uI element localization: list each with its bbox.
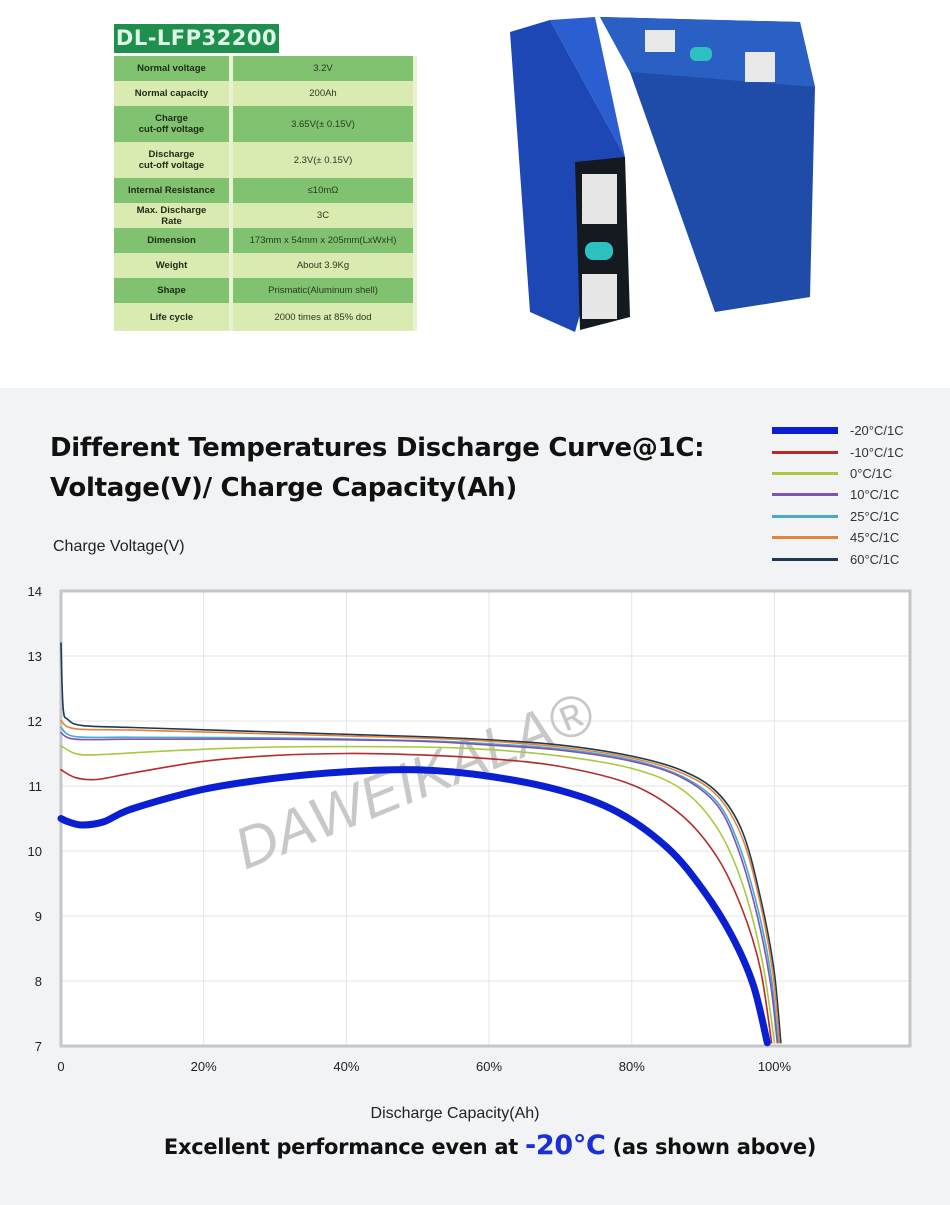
- spec-label: Charge cut-off voltage: [114, 106, 233, 142]
- legend-swatch: [772, 493, 838, 497]
- spec-row: Normal voltage 3.2V: [114, 56, 417, 81]
- legend-item: -10°C/1C: [772, 441, 904, 462]
- legend-label: 60°C/1C: [850, 551, 900, 567]
- legend-item: 45°C/1C: [772, 527, 904, 548]
- spec-label: Dimension: [114, 228, 233, 253]
- spec-label: Weight: [114, 253, 233, 278]
- spec-table: Normal voltage 3.2V Normal capacity 200Ah Ch…: [114, 56, 417, 331]
- series-line: [60, 731, 779, 1044]
- product-section: DL-LFP32200 Normal voltage 3.2V Normal cap…: [0, 0, 950, 388]
- spec-row: Life cycle 2000 times at 85% dod: [114, 303, 417, 331]
- spec-label: Discharge cut-off voltage: [114, 142, 233, 178]
- series-line: [57, 766, 771, 1047]
- y-tick-label: 14: [28, 584, 42, 599]
- y-tick-label: 12: [28, 714, 42, 729]
- y-tick-label: 13: [28, 649, 42, 664]
- spec-label: Shape: [114, 278, 233, 303]
- y-tick-label: 9: [35, 909, 42, 924]
- spec-row: Weight About 3.9Kg: [114, 253, 417, 278]
- legend-item: 0°C/1C: [772, 463, 904, 484]
- spec-row: Dimension 173mm x 54mm x 205mm(LxWxH): [114, 228, 417, 253]
- chart-title: Different Temperatures Discharge Curve@1…: [50, 433, 705, 503]
- y-tick-label: 11: [29, 779, 43, 794]
- spec-value: 2.3V(± 0.15V): [231, 142, 417, 178]
- legend-label: 0°C/1C: [850, 465, 893, 481]
- spec-row: Shape Prismatic(Aluminum shell): [114, 278, 417, 303]
- y-tick-label: 10: [28, 844, 42, 859]
- plot-area: [61, 591, 910, 1046]
- legend-item: 25°C/1C: [772, 506, 904, 527]
- x-tick-label: 0: [57, 1059, 64, 1074]
- footer-prefix: Excellent performance even at: [163, 1135, 525, 1159]
- footer-highlight: -20°C: [524, 1130, 606, 1161]
- footer-suffix: (as shown above): [605, 1135, 817, 1159]
- spec-value: Prismatic(Aluminum shell): [231, 278, 417, 303]
- spec-value: 3.2V: [231, 56, 417, 81]
- model-label: DL-LFP32200: [114, 24, 279, 53]
- legend-label: 45°C/1C: [850, 530, 900, 546]
- legend-swatch: [772, 471, 838, 475]
- spec-value: 200Ah: [231, 81, 417, 106]
- spec-row: Charge cut-off voltage 3.65V(± 0.15V): [114, 106, 417, 142]
- legend-swatch: [772, 450, 838, 454]
- spec-value: About 3.9Kg: [231, 253, 417, 278]
- spec-label: Max. Discharge Rate: [114, 203, 233, 228]
- x-axis-label: Discharge Capacity(Ah): [370, 1105, 540, 1122]
- spec-row: Discharge cut-off voltage 2.3V(± 0.15V): [114, 142, 417, 178]
- x-tick-label: 100%: [758, 1059, 792, 1074]
- spec-value: 3C: [231, 203, 417, 228]
- spec-row: Normal capacity 200Ah: [114, 81, 417, 106]
- spec-value: ≤10mΩ: [231, 178, 417, 203]
- x-tick-label: 40%: [333, 1059, 359, 1074]
- spec-label: Normal voltage: [114, 56, 233, 81]
- series-line: [60, 720, 781, 1044]
- legend-swatch: [772, 427, 838, 435]
- spec-label: Normal capacity: [114, 81, 233, 106]
- legend-swatch: [772, 536, 838, 540]
- spec-row: Max. Discharge Rate 3C: [114, 203, 417, 228]
- series-line: [60, 642, 782, 1044]
- legend-label: 25°C/1C: [850, 508, 900, 524]
- series-line: [60, 752, 773, 1044]
- legend-label: -10°C/1C: [850, 444, 904, 460]
- legend-label: 10°C/1C: [850, 487, 900, 503]
- spec-row: Internal Resistance ≤10mΩ: [114, 178, 417, 203]
- x-tick-label: 80%: [619, 1059, 645, 1074]
- legend-item: 10°C/1C: [772, 484, 904, 505]
- x-tick-label: 60%: [476, 1059, 502, 1074]
- legend-swatch: [772, 514, 838, 518]
- chart-legend: -20°C/1C -10°C/1C 0°C/1C 10°C/1C 25°C/1C 45°C…: [772, 420, 904, 570]
- y-tick-label: 7: [35, 1039, 42, 1054]
- series-line: [60, 726, 779, 1044]
- spec-value: 3.65V(± 0.15V): [231, 106, 417, 142]
- y-axis-label: Charge Voltage(V): [53, 538, 185, 555]
- spec-value: 173mm x 54mm x 205mm(LxWxH): [231, 228, 417, 253]
- legend-label: -20°C/1C: [850, 423, 904, 439]
- x-tick-label: 20%: [191, 1059, 217, 1074]
- spec-label: Life cycle: [114, 303, 233, 331]
- spec-value: 2000 times at 85% dod: [231, 303, 417, 331]
- legend-swatch: [772, 557, 838, 561]
- spec-label: Internal Resistance: [114, 178, 233, 203]
- legend-item: 60°C/1C: [772, 548, 904, 569]
- legend-item: -20°C/1C: [772, 420, 904, 441]
- footer-caption: Excellent performance even at -20°C (as …: [0, 1130, 950, 1161]
- battery-image: [510, 17, 815, 332]
- y-tick-label: 8: [35, 974, 42, 989]
- series-line: [60, 744, 776, 1044]
